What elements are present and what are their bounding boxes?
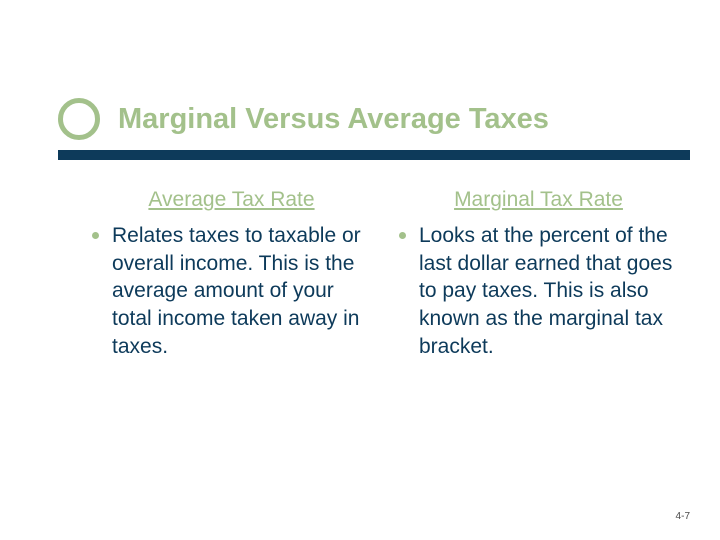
bullet-list: Relates taxes to taxable or overall inco… [92, 222, 371, 361]
column-heading: Marginal Tax Rate [399, 188, 678, 212]
content-columns: Average Tax Rate Relates taxes to taxabl… [92, 188, 678, 361]
decorative-ring-icon [58, 98, 100, 140]
bullet-item: Relates taxes to taxable or overall inco… [92, 222, 371, 361]
column-heading: Average Tax Rate [92, 188, 371, 212]
title-row: Marginal Versus Average Taxes [58, 98, 690, 140]
column-right: Marginal Tax Rate Looks at the percent o… [399, 188, 678, 361]
horizontal-rule [58, 150, 690, 160]
bullet-list: Looks at the percent of the last dollar … [399, 222, 678, 361]
bullet-item: Looks at the percent of the last dollar … [399, 222, 678, 361]
column-left: Average Tax Rate Relates taxes to taxabl… [92, 188, 371, 361]
slide-title: Marginal Versus Average Taxes [118, 103, 549, 136]
page-number: 4-7 [676, 511, 690, 522]
